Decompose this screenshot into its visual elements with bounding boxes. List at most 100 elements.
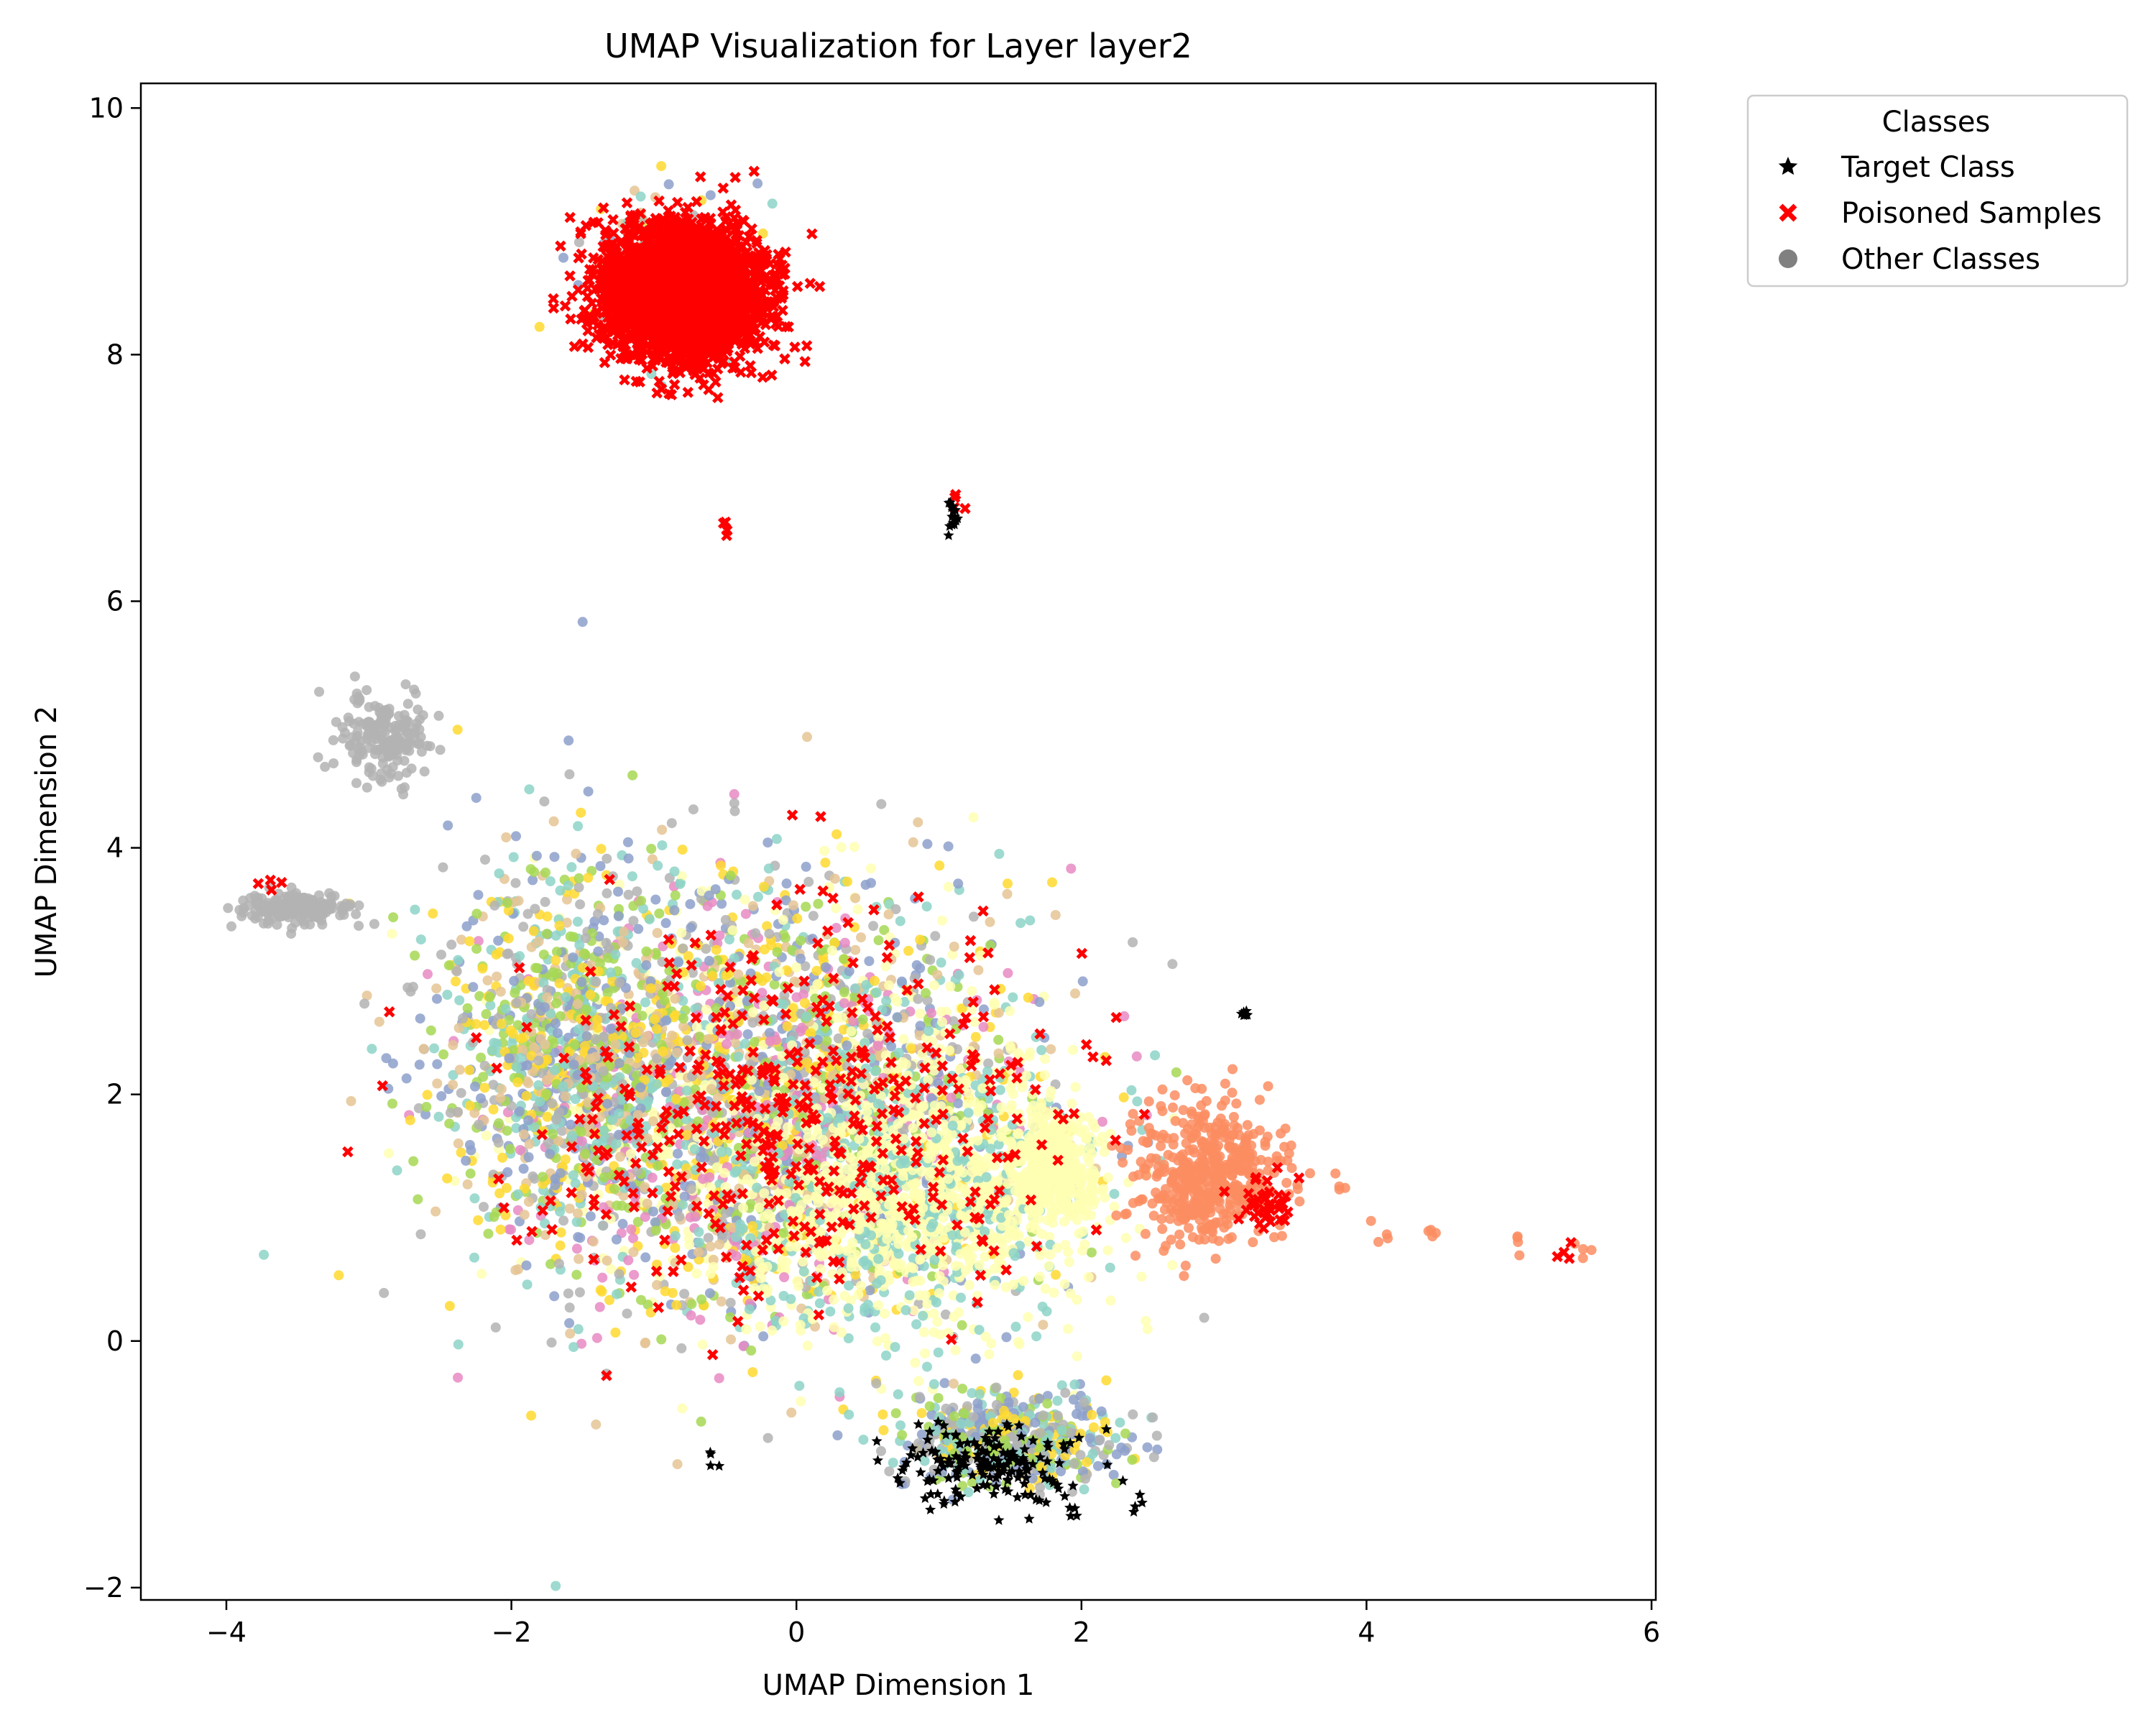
- other-class-point: [750, 1036, 760, 1047]
- other-class-point: [854, 1133, 865, 1144]
- other-class-point: [861, 980, 872, 990]
- other-class-point: [497, 1152, 508, 1163]
- other-class-point: [408, 1156, 419, 1167]
- other-class-point: [705, 1241, 716, 1252]
- other-class-point: [660, 1182, 671, 1193]
- other-class-point: [564, 1317, 575, 1328]
- other-class-point: [628, 901, 639, 911]
- other-class-point: [573, 821, 584, 832]
- other-class-point: [333, 1270, 344, 1281]
- other-class-point: [576, 1082, 586, 1093]
- other-class-point: [545, 1149, 556, 1159]
- other-class-point: [796, 1396, 806, 1407]
- other-class-point: [530, 903, 540, 914]
- other-class-point: [796, 935, 806, 946]
- other-class-point: [571, 1269, 582, 1280]
- other-class-point: [431, 983, 442, 994]
- other-class-point: [686, 922, 696, 933]
- other-class-point: [821, 1036, 832, 1046]
- other-class-point: [518, 921, 529, 932]
- other-class-point: [895, 1259, 906, 1270]
- other-class-point: [502, 1126, 512, 1136]
- other-class-point: [515, 1145, 525, 1155]
- other-class-point: [839, 954, 849, 965]
- other-class-point: [359, 998, 370, 1009]
- other-class-point: [802, 732, 812, 742]
- other-class-point: [922, 1299, 933, 1310]
- other-class-point: [672, 1459, 683, 1470]
- other-class-point: [632, 886, 642, 897]
- other-class-point: [925, 1148, 936, 1158]
- other-class-point: [721, 1039, 732, 1049]
- other-class-point: [695, 1315, 706, 1325]
- other-class-point: [519, 1210, 530, 1220]
- other-class-point: [667, 1287, 678, 1298]
- other-class-point: [670, 890, 681, 901]
- other-class-point: [572, 1208, 583, 1219]
- other-class-point: [442, 1173, 453, 1184]
- other-class-point: [850, 893, 861, 903]
- other-class-point: [596, 1287, 607, 1297]
- other-class-point: [941, 1146, 952, 1156]
- other-class-point: [701, 944, 711, 954]
- other-class-point: [471, 793, 482, 804]
- other-class-point: [691, 1268, 702, 1279]
- other-class-point: [926, 1008, 936, 1018]
- other-class-point: [1102, 1172, 1113, 1183]
- other-class-point: [633, 924, 644, 934]
- other-class-point: [767, 1325, 778, 1336]
- other-class-point: [453, 1023, 464, 1034]
- other-class-point: [436, 1091, 447, 1102]
- other-class-point: [846, 1261, 857, 1272]
- other-class-point: [708, 1254, 719, 1265]
- other-class-point: [535, 1096, 545, 1107]
- other-class-point: [469, 1252, 479, 1263]
- other-class-point: [614, 978, 625, 988]
- other-class-point: [698, 1174, 708, 1184]
- other-class-point: [695, 981, 706, 991]
- other-class-point: [868, 921, 879, 932]
- other-class-point: [1005, 1082, 1016, 1093]
- other-class-point: [864, 956, 875, 967]
- other-class-point: [585, 1053, 596, 1064]
- other-class-point: [853, 1289, 864, 1300]
- other-class-point: [802, 1340, 813, 1351]
- other-class-point: [535, 1006, 546, 1016]
- other-class-point: [810, 1321, 820, 1332]
- other-class-point: [850, 944, 861, 955]
- other-class-point: [470, 1081, 480, 1092]
- other-class-point: [952, 1156, 963, 1167]
- other-class-point: [570, 1105, 581, 1116]
- other-class-point: [1109, 1201, 1120, 1212]
- other-class-point: [731, 1251, 742, 1261]
- other-class-point: [1132, 1096, 1143, 1107]
- other-class-point: [443, 820, 453, 831]
- other-class-point: [597, 1272, 608, 1283]
- other-class-point: [533, 936, 544, 947]
- other-class-point: [682, 1052, 693, 1063]
- other-class-point: [673, 1149, 683, 1159]
- other-class-point: [607, 1115, 618, 1125]
- other-class-point: [813, 898, 824, 909]
- other-class-point: [622, 837, 633, 847]
- other-class-point: [548, 816, 559, 827]
- other-class-point: [798, 1256, 808, 1267]
- other-class-point: [626, 1224, 637, 1235]
- other-class-point: [522, 1279, 533, 1290]
- other-class-point: [770, 1315, 781, 1326]
- other-class-point: [663, 1060, 673, 1071]
- other-class-point: [684, 1239, 695, 1250]
- other-class-point: [568, 1342, 579, 1353]
- other-class-point: [840, 1049, 851, 1059]
- other-class-point: [758, 1331, 769, 1342]
- other-class-point: [650, 1225, 661, 1236]
- other-class-point: [1119, 1011, 1130, 1021]
- other-class-point: [521, 1260, 532, 1271]
- other-class-point: [566, 862, 577, 873]
- other-class-point: [946, 1092, 957, 1103]
- other-class-point: [763, 837, 773, 848]
- other-class-point: [1003, 1210, 1014, 1220]
- other-class-point: [599, 915, 609, 926]
- other-class-point: [672, 1047, 682, 1058]
- other-class-point: [720, 915, 731, 925]
